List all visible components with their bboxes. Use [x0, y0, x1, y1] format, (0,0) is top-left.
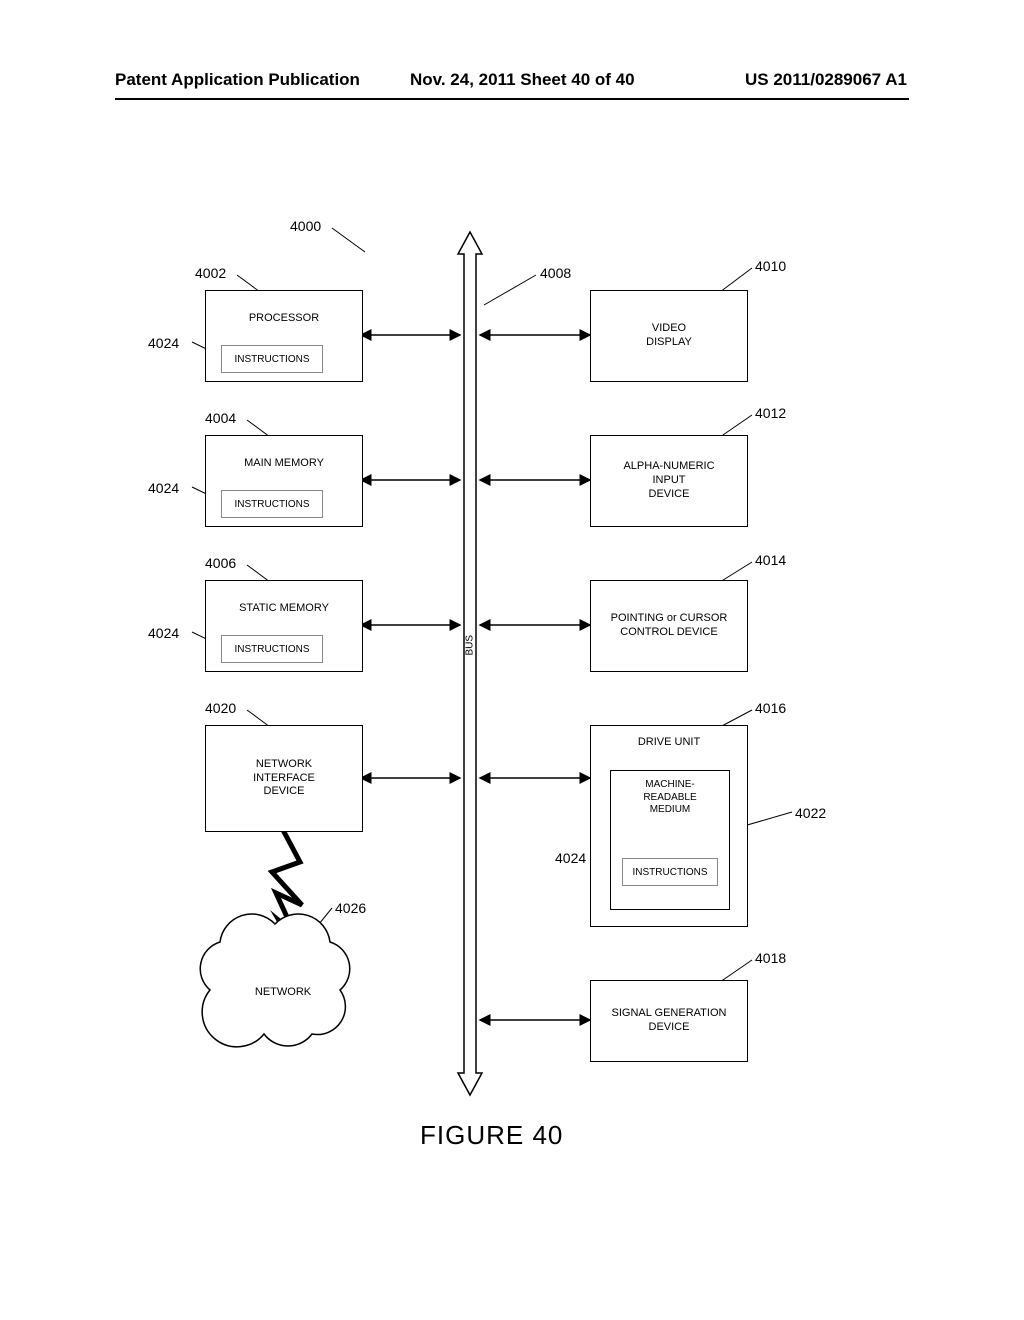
video-display-title: VIDEO DISPLAY — [646, 322, 692, 350]
main-memory-instructions: INSTRUCTIONS — [221, 490, 323, 518]
ref-4020: 4020 — [205, 700, 236, 716]
video-display-box: VIDEO DISPLAY — [590, 290, 748, 382]
ref-4024-drive: 4024 — [555, 850, 586, 866]
page-root: Patent Application Publication Nov. 24, … — [0, 0, 1024, 1320]
ref-4012: 4012 — [755, 405, 786, 421]
network-interface-title: NETWORK INTERFACE DEVICE — [253, 758, 315, 799]
ref-4014: 4014 — [755, 552, 786, 568]
figure-caption: FIGURE 40 — [420, 1120, 563, 1151]
ref-4008: 4008 — [540, 265, 571, 281]
ref-4024-proc: 4024 — [148, 335, 179, 351]
network-interface-box: NETWORK INTERFACE DEVICE — [205, 725, 363, 832]
network-cloud-label: NETWORK — [255, 986, 312, 998]
machine-readable-medium-title: MACHINE- READABLE MEDIUM — [643, 779, 696, 817]
ref-4006: 4006 — [205, 555, 236, 571]
network-cloud: NETWORK — [200, 914, 350, 1047]
main-memory-title: MAIN MEMORY — [244, 457, 324, 471]
signal-generation-title: SIGNAL GENERATION DEVICE — [612, 1007, 727, 1035]
ref-4026: 4026 — [335, 900, 366, 916]
alpha-numeric-title: ALPHA-NUMERIC INPUT DEVICE — [623, 460, 714, 501]
ref-4004: 4004 — [205, 410, 236, 426]
pointing-device-box: POINTING or CURSOR CONTROL DEVICE — [590, 580, 748, 672]
signal-generation-box: SIGNAL GENERATION DEVICE — [590, 980, 748, 1062]
ref-4010: 4010 — [755, 258, 786, 274]
bus-label: BUS — [465, 636, 476, 656]
alpha-numeric-box: ALPHA-NUMERIC INPUT DEVICE — [590, 435, 748, 527]
static-memory-instructions: INSTRUCTIONS — [221, 635, 323, 663]
static-memory-title: STATIC MEMORY — [239, 602, 329, 616]
ref-4018: 4018 — [755, 950, 786, 966]
ref-4016: 4016 — [755, 700, 786, 716]
pointing-device-title: POINTING or CURSOR CONTROL DEVICE — [611, 612, 728, 640]
machine-readable-medium-box: MACHINE- READABLE MEDIUM — [610, 770, 730, 910]
ref-4022: 4022 — [795, 805, 826, 821]
ref-4024-static: 4024 — [148, 625, 179, 641]
bus-arrow — [458, 232, 482, 1095]
processor-instructions: INSTRUCTIONS — [221, 345, 323, 373]
ref-4002: 4002 — [195, 265, 226, 281]
ref-4024-main: 4024 — [148, 480, 179, 496]
drive-unit-title: DRIVE UNIT — [638, 736, 700, 750]
drive-instructions: INSTRUCTIONS — [622, 858, 718, 886]
ref-4000: 4000 — [290, 218, 321, 234]
processor-title: PROCESSOR — [249, 312, 319, 326]
